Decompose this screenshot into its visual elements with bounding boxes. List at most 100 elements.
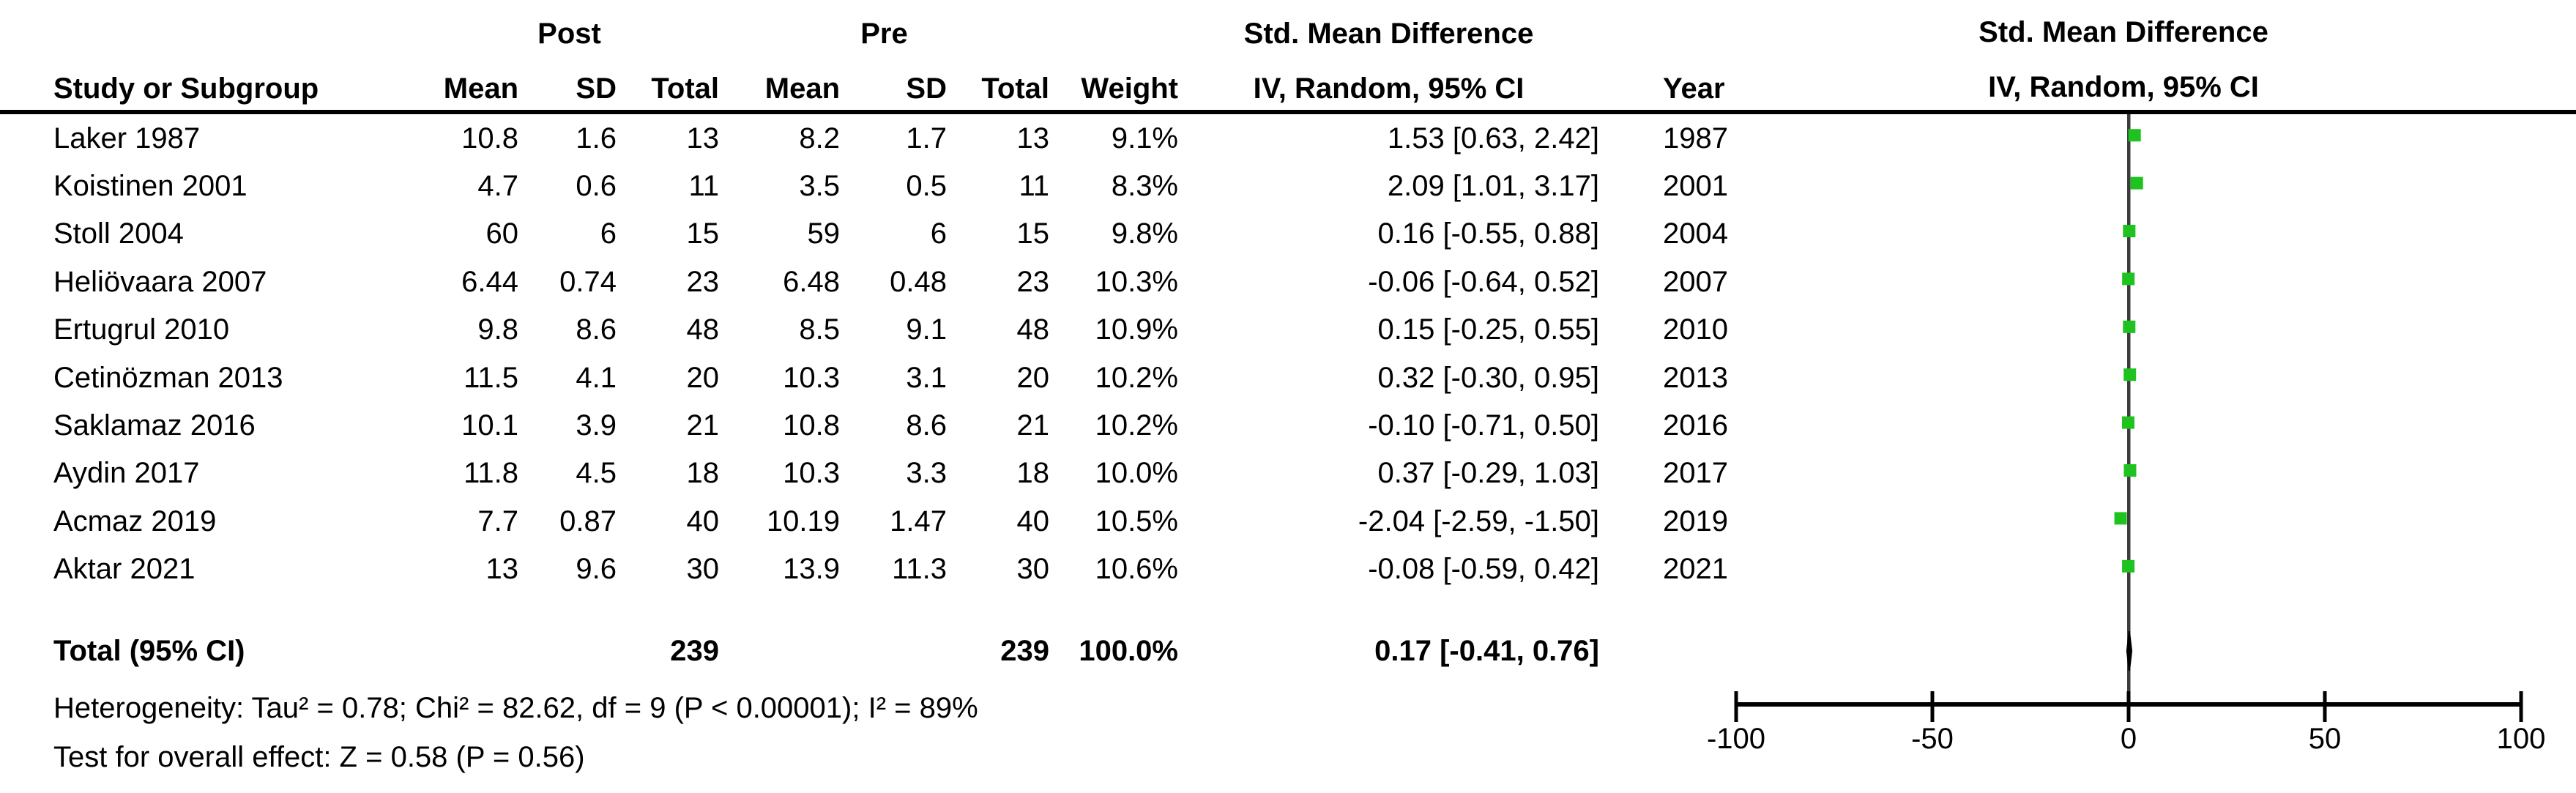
pre-total-cell: 20 bbox=[1016, 361, 1050, 394]
table-row: Ertugrul 2010 9.8 8.6 48 8.5 9.1 48 10.9… bbox=[53, 306, 1757, 354]
ci-cell: 0.32 [-0.30, 0.95] bbox=[1377, 361, 1599, 394]
year-cell: 2019 bbox=[1663, 505, 1728, 537]
post-sd-cell: 3.9 bbox=[576, 409, 617, 442]
group-header-smd: Std. Mean Difference bbox=[1243, 18, 1534, 50]
total-pre-total: 239 bbox=[1000, 635, 1049, 667]
post-sd-cell: 0.87 bbox=[559, 505, 617, 537]
pre-total-cell: 15 bbox=[1016, 217, 1050, 250]
pre-mean-cell: 10.19 bbox=[766, 505, 840, 537]
total-weight: 100.0% bbox=[1079, 635, 1178, 667]
overall-effect-text: Test for overall effect: Z = 0.58 (P = 0… bbox=[53, 741, 585, 773]
effect-square-marker bbox=[2122, 559, 2135, 573]
post-sd-cell: 0.6 bbox=[576, 170, 617, 203]
effect-square-marker bbox=[2121, 416, 2134, 429]
post-sd-cell: 1.6 bbox=[576, 122, 617, 154]
pre-sd-cell: 9.1 bbox=[906, 313, 947, 346]
x-axis-tick-label: -50 bbox=[1911, 723, 1954, 755]
col-header-pre-mean: Mean bbox=[764, 72, 840, 105]
x-axis-tick bbox=[1734, 691, 1738, 722]
pre-mean-cell: 10.8 bbox=[783, 409, 840, 442]
post-total-cell: 15 bbox=[686, 217, 720, 250]
weight-cell: 9.1% bbox=[1111, 122, 1178, 154]
post-mean-cell: 6.44 bbox=[461, 265, 518, 298]
pre-total-cell: 40 bbox=[1016, 505, 1050, 537]
effect-square-marker bbox=[2123, 225, 2136, 237]
x-axis-tick-label: 0 bbox=[2121, 723, 2137, 755]
pre-sd-cell: 0.5 bbox=[906, 170, 947, 203]
study-name-cell: Cetinözman 2013 bbox=[53, 361, 283, 394]
total-post-total: 239 bbox=[670, 635, 719, 667]
column-header-row: Study or Subgroup Mean SD Total Mean SD … bbox=[53, 70, 1757, 107]
pre-sd-cell: 11.3 bbox=[892, 553, 947, 586]
study-name-cell: Acmaz 2019 bbox=[53, 505, 217, 537]
pre-mean-cell: 59 bbox=[807, 217, 841, 250]
weight-cell: 8.3% bbox=[1111, 170, 1178, 203]
post-sd-cell: 4.1 bbox=[576, 361, 617, 394]
post-total-cell: 30 bbox=[686, 553, 720, 586]
ci-cell: -0.08 [-0.59, 0.42] bbox=[1368, 553, 1599, 586]
post-mean-cell: 11.5 bbox=[464, 361, 518, 394]
post-total-cell: 40 bbox=[686, 505, 720, 537]
post-mean-cell: 4.7 bbox=[477, 170, 518, 203]
plot-header-subtitle: IV, Random, 95% CI bbox=[1988, 71, 2259, 103]
year-cell: 1987 bbox=[1663, 122, 1728, 154]
pre-total-cell: 48 bbox=[1016, 313, 1050, 346]
ci-cell: 0.15 [-0.25, 0.55] bbox=[1377, 313, 1599, 346]
col-header-pre-total: Total bbox=[981, 72, 1049, 105]
table-row: Acmaz 2019 7.7 0.87 40 10.19 1.47 40 10.… bbox=[53, 497, 1757, 545]
post-sd-cell: 8.6 bbox=[576, 313, 617, 346]
weight-cell: 10.3% bbox=[1095, 265, 1178, 298]
post-total-cell: 21 bbox=[686, 409, 720, 442]
study-name-cell: Stoll 2004 bbox=[53, 217, 184, 250]
col-header-post-total: Total bbox=[651, 72, 719, 105]
col-header-post-mean: Mean bbox=[443, 72, 518, 105]
weight-cell: 10.5% bbox=[1095, 505, 1178, 537]
col-header-study: Study or Subgroup bbox=[53, 72, 319, 105]
pre-mean-cell: 13.9 bbox=[783, 553, 840, 586]
post-mean-cell: 9.8 bbox=[477, 313, 518, 346]
table-row: Heliövaara 2007 6.44 0.74 23 6.48 0.48 2… bbox=[53, 258, 1757, 305]
post-total-cell: 11 bbox=[688, 170, 719, 203]
pre-total-cell: 13 bbox=[1016, 122, 1050, 154]
header-divider-rule bbox=[0, 110, 2576, 114]
year-cell: 2013 bbox=[1663, 361, 1728, 394]
table-row: Laker 1987 10.8 1.6 13 8.2 1.7 13 9.1% 1… bbox=[53, 114, 1757, 162]
pre-total-cell: 11 bbox=[1019, 170, 1049, 203]
x-axis-tick bbox=[2519, 691, 2523, 722]
year-cell: 2001 bbox=[1663, 170, 1728, 203]
post-total-cell: 13 bbox=[686, 122, 720, 154]
year-cell: 2004 bbox=[1663, 217, 1728, 250]
col-header-ci: IV, Random, 95% CI bbox=[1253, 72, 1525, 105]
ci-cell: 0.37 [-0.29, 1.03] bbox=[1377, 457, 1599, 490]
post-mean-cell: 7.7 bbox=[477, 505, 518, 537]
year-cell: 2021 bbox=[1663, 553, 1728, 586]
pre-sd-cell: 6 bbox=[930, 217, 947, 250]
study-name-cell: Laker 1987 bbox=[53, 122, 201, 154]
total-ci: 0.17 [-0.41, 0.76] bbox=[1374, 635, 1599, 667]
x-axis-tick bbox=[2323, 691, 2327, 722]
ci-cell: 1.53 [0.63, 2.42] bbox=[1387, 122, 1599, 154]
pre-mean-cell: 6.48 bbox=[783, 265, 840, 298]
year-cell: 2010 bbox=[1663, 313, 1728, 346]
total-row: Total (95% CI) 239 239 100.0% 0.17 [-0.4… bbox=[53, 627, 1757, 675]
col-header-post-sd: SD bbox=[576, 72, 617, 105]
study-name-cell: Koistinen 2001 bbox=[53, 170, 247, 203]
col-header-year: Year bbox=[1663, 72, 1725, 105]
total-label: Total (95% CI) bbox=[53, 635, 245, 667]
pre-sd-cell: 1.47 bbox=[890, 505, 947, 537]
total-diamond bbox=[2126, 630, 2133, 671]
pre-mean-cell: 8.2 bbox=[799, 122, 840, 154]
post-mean-cell: 13 bbox=[485, 553, 519, 586]
ci-cell: -0.10 [-0.71, 0.50] bbox=[1368, 409, 1599, 442]
weight-cell: 9.8% bbox=[1111, 217, 1178, 250]
effect-square-marker bbox=[2122, 272, 2135, 286]
post-mean-cell: 10.1 bbox=[461, 409, 518, 442]
x-axis-tick-label: 100 bbox=[2497, 723, 2546, 755]
table-row: Cetinözman 2013 11.5 4.1 20 10.3 3.1 20 … bbox=[53, 354, 1757, 401]
x-axis-tick-label: -100 bbox=[1707, 723, 1765, 755]
x-axis-tick bbox=[2126, 691, 2131, 722]
year-cell: 2007 bbox=[1663, 265, 1728, 298]
post-mean-cell: 10.8 bbox=[461, 122, 518, 154]
pre-mean-cell: 10.3 bbox=[783, 457, 840, 490]
